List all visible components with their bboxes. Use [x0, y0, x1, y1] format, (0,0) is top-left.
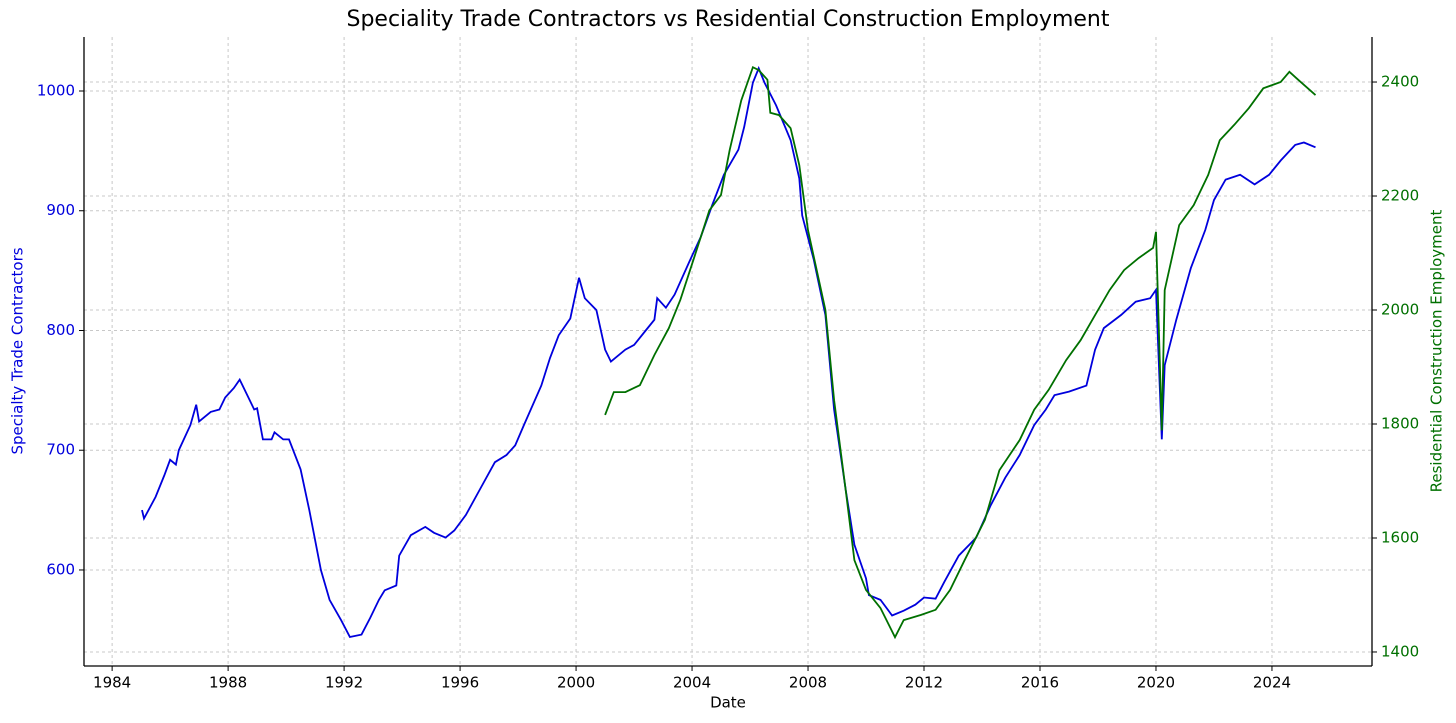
x-tick-label: 2000: [557, 674, 595, 692]
y-tick-label: 1000: [37, 82, 75, 100]
data-line: [604, 65, 1317, 640]
y2-tick-label: 2400: [1381, 73, 1419, 91]
x-tick-label: 2008: [789, 674, 827, 692]
x-tick-label: 2004: [673, 674, 711, 692]
y2-tick-label: 2200: [1381, 187, 1419, 205]
chart-title: Speciality Trade Contractors vs Resident…: [347, 7, 1110, 32]
y-axis-label: Specialty Trade Contractors: [9, 247, 27, 454]
x-tick-label: 1996: [441, 674, 479, 692]
y2-tick-label: 1400: [1381, 642, 1419, 660]
y2-tick-label: 2000: [1381, 301, 1419, 319]
x-tick-label: 2016: [1021, 674, 1059, 692]
x-tick-label: 2024: [1253, 674, 1291, 692]
x-tick-label: 2020: [1137, 674, 1175, 692]
x-axis-label: Date: [710, 694, 746, 712]
x-tick-label: 1988: [209, 674, 247, 692]
y-tick-label: 700: [46, 441, 75, 459]
data-line: [141, 65, 1316, 639]
y2-tick-label: 1600: [1381, 528, 1419, 546]
y-tick-label: 600: [46, 560, 75, 578]
y2-axis-label: Residential Construction Employment: [1428, 210, 1446, 493]
y-tick-label: 800: [46, 321, 75, 339]
y-tick-label: 900: [46, 201, 75, 219]
y2-tick-label: 1800: [1381, 414, 1419, 432]
x-tick-label: 1992: [325, 674, 363, 692]
x-tick-label: 1984: [93, 674, 131, 692]
x-tick-label: 2012: [905, 674, 943, 692]
